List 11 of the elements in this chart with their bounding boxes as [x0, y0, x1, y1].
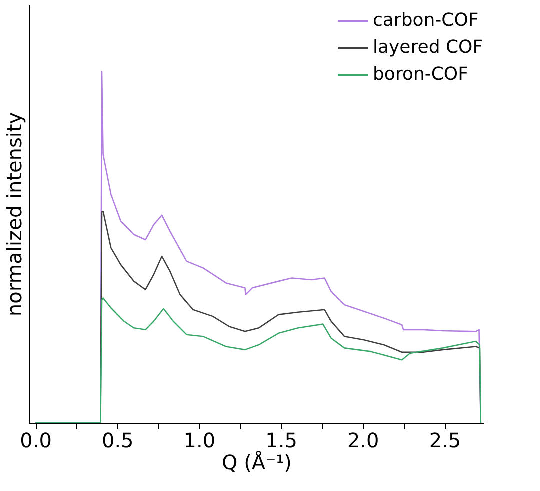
x-tick-label: 0.0 — [20, 428, 52, 452]
x-tick-label: 2.0 — [347, 428, 380, 452]
x-tick-label: 1.0 — [184, 428, 216, 452]
x-tick-label: 0.5 — [102, 428, 134, 452]
x-tick-label: 1.5 — [266, 428, 298, 452]
x-axis-title: Q (Å⁻¹) — [222, 450, 292, 474]
legend-label: boron-COF — [373, 64, 468, 85]
x-tick-label: 2.5 — [429, 428, 462, 452]
y-axis-title: normalized intensity — [2, 112, 26, 317]
legend-label: carbon-COF — [373, 10, 479, 31]
legend-label: layered COF — [373, 37, 484, 58]
